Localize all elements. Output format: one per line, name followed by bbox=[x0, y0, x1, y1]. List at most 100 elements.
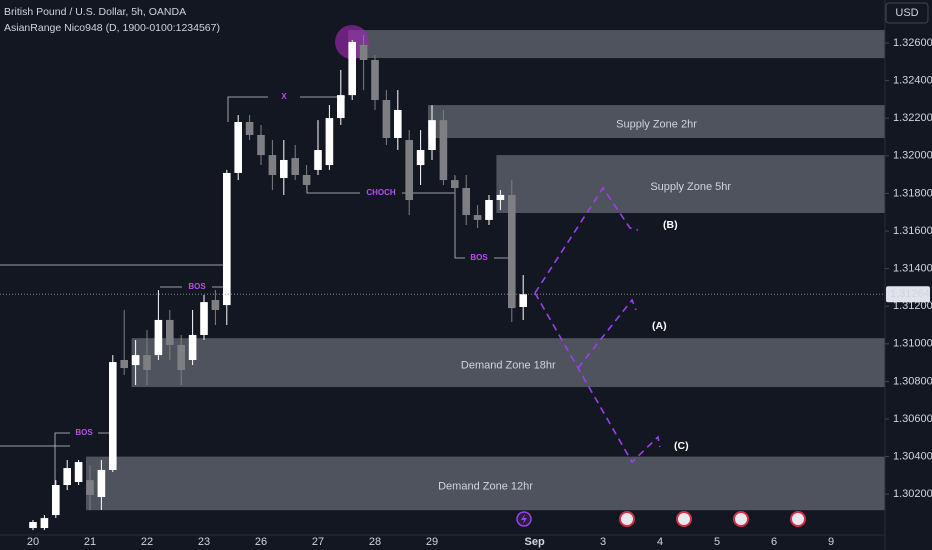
projections bbox=[534, 186, 661, 464]
candle-body bbox=[188, 334, 197, 360]
zone-label: Supply Zone 5hr bbox=[650, 181, 731, 193]
projection-a bbox=[577, 298, 637, 369]
candle-body bbox=[63, 468, 71, 485]
candle-body bbox=[234, 122, 242, 173]
candle-body bbox=[405, 140, 413, 201]
candle-body bbox=[337, 95, 345, 119]
structure-line bbox=[454, 193, 510, 259]
x-tick-label: Sep bbox=[525, 536, 545, 548]
candle-body bbox=[257, 134, 265, 156]
event-icon bbox=[676, 511, 692, 527]
y-tick-label: 1.31600 bbox=[893, 225, 932, 237]
candle-body bbox=[40, 518, 49, 529]
candle-body bbox=[508, 194, 516, 309]
zone bbox=[428, 105, 885, 138]
projection-b bbox=[534, 186, 639, 294]
x-tick-label: 9 bbox=[828, 536, 834, 548]
event-icon bbox=[790, 511, 806, 527]
annotation: (A) bbox=[652, 320, 667, 332]
y-tick-label: 1.30600 bbox=[893, 413, 932, 425]
candle-body bbox=[473, 215, 482, 220]
annotation: (C) bbox=[674, 440, 689, 452]
candle-body bbox=[143, 355, 151, 370]
candle-body bbox=[382, 100, 391, 138]
axes: 1.30200 1.30400 1.30600 1.30800 1.31000 1.312… bbox=[0, 37, 932, 548]
annotation: BOS bbox=[188, 282, 206, 291]
zone-label: Demand Zone 12hr bbox=[438, 480, 533, 492]
annotation: BOS bbox=[470, 253, 488, 262]
current-price-label: 1.31264 bbox=[890, 288, 930, 300]
zones: Supply Zone 2hr Supply Zone 5hr Demand Zon… bbox=[86, 30, 886, 511]
zone bbox=[86, 456, 885, 511]
candle-body bbox=[109, 362, 117, 470]
candle-body bbox=[519, 294, 527, 307]
candle-body bbox=[245, 122, 254, 135]
annotation: X bbox=[281, 92, 287, 101]
zone bbox=[348, 30, 885, 59]
y-tick-label: 1.32400 bbox=[893, 75, 932, 87]
candle-body bbox=[154, 319, 163, 356]
candle-body bbox=[462, 187, 470, 216]
x-tick-label: 20 bbox=[27, 536, 39, 548]
x-tick-label: 5 bbox=[714, 536, 720, 548]
y-tick-label: 1.31000 bbox=[893, 338, 932, 350]
event-icons bbox=[516, 511, 806, 527]
zone bbox=[496, 155, 885, 213]
candle-body bbox=[120, 359, 128, 369]
zone bbox=[131, 338, 886, 388]
x-tick-label: 22 bbox=[141, 536, 153, 548]
event-icon bbox=[733, 511, 749, 527]
candle-body bbox=[325, 118, 334, 166]
y-tick-label: 1.32600 bbox=[893, 37, 932, 49]
projection-c bbox=[534, 292, 661, 464]
y-tick-label: 1.30200 bbox=[893, 488, 932, 500]
y-tick-label: 1.32200 bbox=[893, 112, 932, 124]
currency[interactable]: USD bbox=[895, 7, 918, 19]
y-tick-label: 1.30400 bbox=[893, 451, 932, 463]
candle-body bbox=[416, 150, 425, 166]
current-price-box bbox=[886, 286, 930, 303]
candle-body bbox=[223, 172, 231, 306]
candle-body bbox=[268, 155, 277, 176]
candle-body bbox=[291, 158, 299, 176]
candle-body bbox=[302, 175, 311, 185]
candle-body bbox=[428, 120, 436, 151]
annotation: BOS bbox=[75, 428, 93, 437]
candle-body bbox=[211, 300, 220, 310]
annotation: (B) bbox=[663, 219, 678, 231]
candle-body bbox=[86, 480, 94, 495]
y-tick-label: 1.32000 bbox=[893, 150, 932, 162]
x-tick-label: 6 bbox=[771, 536, 777, 548]
currency-box[interactable] bbox=[885, 2, 929, 24]
candles bbox=[29, 34, 527, 531]
candle-body bbox=[52, 484, 60, 516]
x-tick-label: 4 bbox=[657, 536, 663, 548]
candle-body bbox=[496, 194, 505, 201]
y-tick-label: 1.31800 bbox=[893, 187, 932, 199]
x-tick-label: 27 bbox=[312, 536, 324, 548]
candle-body bbox=[359, 44, 368, 60]
candle-body bbox=[439, 120, 448, 181]
candle-body bbox=[280, 159, 288, 179]
candle-body bbox=[177, 344, 185, 370]
chart-subtitle: AsianRange Nico948 (D, 1900-0100:1234567… bbox=[4, 22, 220, 34]
zone-label: Supply Zone 2hr bbox=[616, 118, 697, 130]
candle-body bbox=[485, 200, 493, 220]
candle-body bbox=[97, 469, 106, 498]
x-tick-label: 3 bbox=[600, 536, 606, 548]
x-tick-label: 26 bbox=[255, 536, 267, 548]
candle-body bbox=[348, 41, 356, 96]
candle-body bbox=[451, 180, 459, 188]
x-tick-label: 21 bbox=[84, 536, 96, 548]
x-tick-label: 28 bbox=[369, 536, 381, 548]
annotation: CHOCH bbox=[366, 188, 396, 197]
y-tick-label: 1.31200 bbox=[893, 300, 932, 312]
candle-body bbox=[166, 319, 174, 345]
y-tick-label: 1.30800 bbox=[893, 375, 932, 387]
candle-body bbox=[74, 462, 83, 482]
candle-body bbox=[131, 355, 140, 366]
candle-body bbox=[371, 59, 379, 101]
zone-label: Demand Zone 18hr bbox=[461, 360, 556, 372]
